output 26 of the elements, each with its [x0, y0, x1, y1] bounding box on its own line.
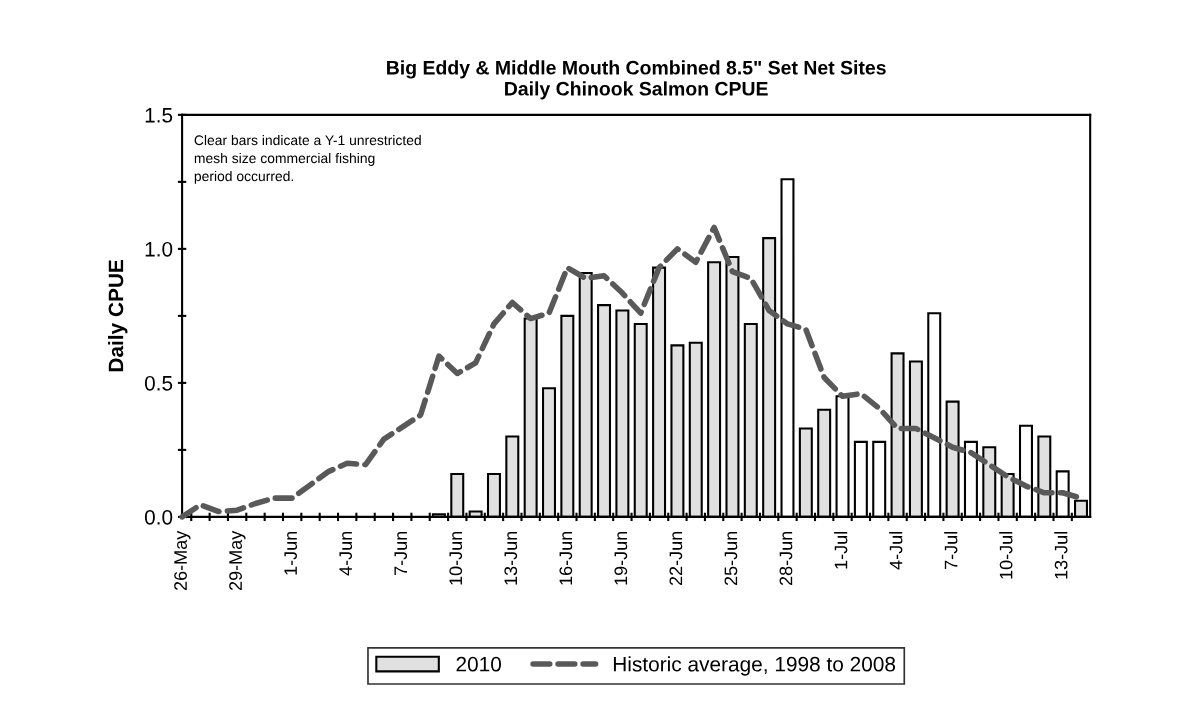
- x-tick-label: 29-May: [229, 530, 246, 591]
- x-tick-label: 13-Jun: [504, 531, 518, 585]
- x-tick-label: 4-Jun: [339, 531, 353, 576]
- legend-label: Historic average, 1998 to 2008: [613, 656, 896, 676]
- x-tick-label: 4-Jul: [889, 531, 903, 570]
- x-tick-label: 16-Jun: [559, 531, 573, 585]
- x-tick-label: 10-Jun: [449, 531, 463, 585]
- x-tick-label: 1-Jul: [834, 531, 848, 569]
- x-tick-label: 26-May: [174, 530, 191, 591]
- y-tick-label: 1.5: [145, 108, 173, 123]
- y-tick-label: 1.0: [145, 241, 173, 257]
- y-tick-label: 0.5: [144, 375, 173, 391]
- x-tick-label: 1-Jun: [284, 531, 298, 575]
- y-tick-label: 0.0: [144, 509, 173, 525]
- x-tick-label: 22-Jun: [669, 531, 683, 586]
- x-tick-label: 10-Jul: [999, 531, 1013, 579]
- legend-label: 2010: [456, 656, 502, 672]
- x-tick-label: 7-Jul: [944, 531, 958, 569]
- x-tick-label: 13-Jul: [1054, 531, 1068, 579]
- x-tick-label: 25-Jun: [724, 531, 738, 586]
- annotation: Clear bars indicate a Y-1 unrestricted mesh size commercial fishing period occurred.: [194, 134, 421, 184]
- chart-title: Big Eddy & Middle Mouth Combined 8.5" Set Net Sites Daily Chinook Salmon CPUE: [387, 60, 886, 100]
- x-tick-label: 19-Jun: [614, 531, 628, 585]
- x-tick-label: 28-Jun: [779, 531, 793, 586]
- y-axis-title: Daily CPUE: [108, 259, 128, 372]
- x-tick-label: 7-Jun: [394, 531, 408, 576]
